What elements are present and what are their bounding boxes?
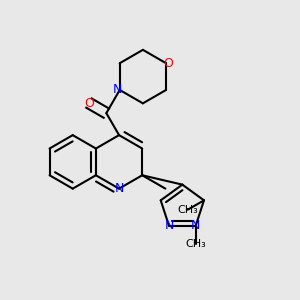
Text: O: O	[164, 57, 173, 70]
Text: N: N	[191, 219, 200, 232]
Text: N: N	[113, 83, 122, 97]
Text: N: N	[114, 182, 124, 195]
Text: N: N	[164, 219, 174, 232]
Text: CH₃: CH₃	[177, 205, 198, 215]
Text: CH₃: CH₃	[185, 239, 206, 250]
Text: O: O	[84, 97, 94, 110]
